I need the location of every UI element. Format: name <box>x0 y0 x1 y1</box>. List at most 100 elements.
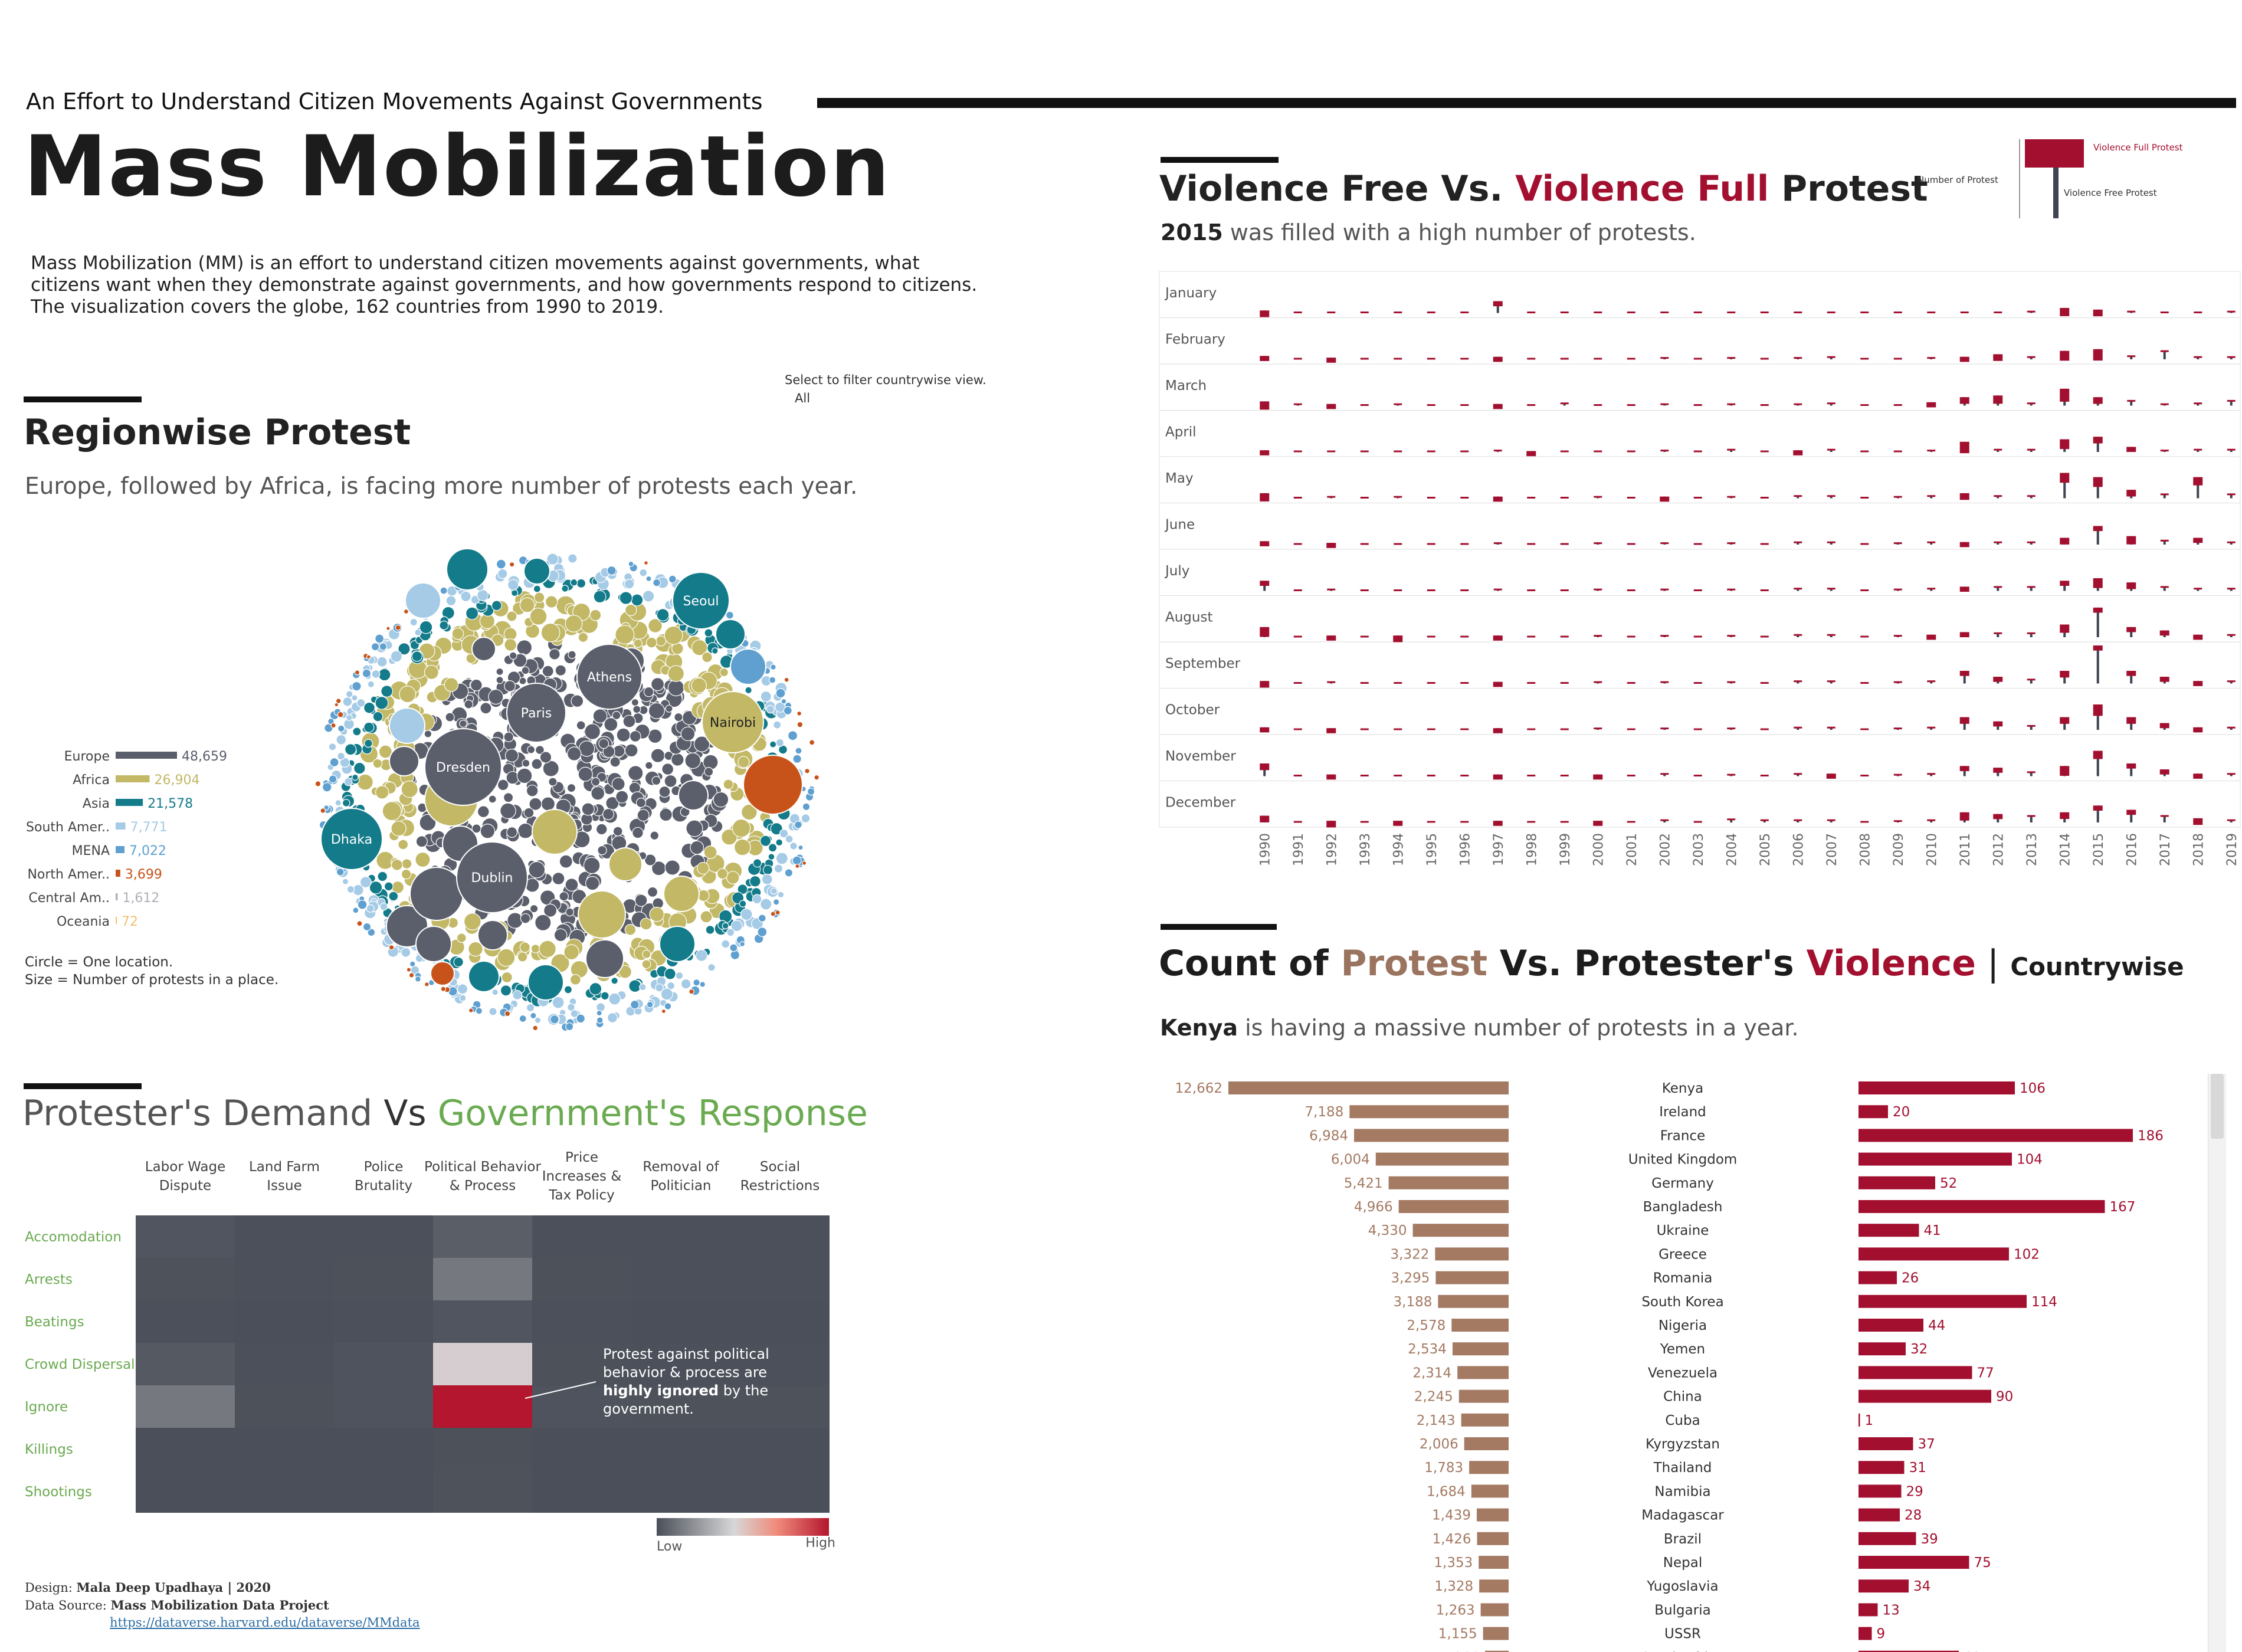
violence-full-mark <box>1594 588 1602 591</box>
bubble-circle <box>671 753 684 766</box>
heatmap-col-label: Social <box>760 1159 800 1175</box>
bubble-circle <box>667 665 684 682</box>
violence-full-mark <box>2060 624 2070 633</box>
bubble-circle <box>504 748 519 763</box>
bubble-circle <box>459 994 467 1002</box>
bubble-circle <box>563 944 579 961</box>
bubble-circle <box>542 665 554 677</box>
bubble-circle <box>330 722 336 729</box>
violence-full-mark <box>1460 728 1469 730</box>
country-filter[interactable]: All <box>795 391 811 405</box>
violence-full-mark <box>1427 775 1435 776</box>
bubble-circle <box>667 679 685 697</box>
bubble-circle <box>415 851 431 868</box>
bubble-circle <box>672 572 730 630</box>
credits-url-link[interactable]: https://dataverse.harvard.edu/dataverse/… <box>110 1615 420 1630</box>
bubble-circle <box>391 859 403 871</box>
protest-value: 4,330 <box>1368 1223 1407 1238</box>
violence-bar <box>1858 1294 2027 1308</box>
violence-bar <box>1858 1271 1897 1284</box>
bubble-circle <box>533 592 545 604</box>
violence-small-multiples: January February March April May June July Augu… <box>1159 271 2241 866</box>
bubble-circle <box>516 640 533 655</box>
violence-full-mark <box>1326 774 1336 780</box>
heatmap-col-label: Dispute <box>159 1178 211 1194</box>
violence-full-mark <box>2227 493 2236 496</box>
bubble-circle <box>503 792 514 803</box>
violence-full-mark <box>1493 301 1503 307</box>
violence-free-stem <box>2230 820 2233 822</box>
violence-full-mark <box>1627 404 1635 406</box>
violence-value: 106 <box>2020 1081 2046 1096</box>
violence-full-mark <box>2227 448 2236 451</box>
region-label: Africa <box>73 773 110 788</box>
violence-full-mark <box>1427 635 1435 638</box>
violence-full-mark <box>1427 358 1435 360</box>
violence-full-mark <box>1293 543 1302 545</box>
bubble-circle <box>366 654 371 660</box>
violence-full-mark <box>1493 496 1503 502</box>
violence-full-mark <box>1360 312 1369 313</box>
region-value: 21,578 <box>148 796 193 811</box>
violence-full-mark <box>1893 358 1902 360</box>
protest-value: 3,188 <box>1394 1294 1433 1310</box>
bubble-circle <box>648 618 663 633</box>
violence-free-stem <box>1997 542 2000 545</box>
violence-full-mark <box>1560 450 1569 453</box>
violence-full-mark <box>2160 450 2169 452</box>
filter-label: Select to filter countrywise view. <box>785 373 986 387</box>
violence-full-mark <box>1893 820 1902 822</box>
protest-value: 1,439 <box>1432 1508 1471 1523</box>
violence-full-mark <box>1260 450 1270 455</box>
bubble-circle <box>702 691 764 753</box>
heatmap-cell <box>532 1215 631 1258</box>
bubble-circle <box>496 667 504 676</box>
bubble-circle <box>565 615 583 632</box>
countrywise-scrollbar[interactable] <box>2208 1074 2226 1652</box>
bubble-circle <box>504 638 517 651</box>
violence-full-mark <box>1560 312 1569 313</box>
violence-free-stem <box>1830 588 1833 591</box>
bubble-circle <box>639 568 648 577</box>
bubble-circle <box>702 651 713 663</box>
violence-full-mark <box>2093 645 2103 651</box>
protest-bar <box>1354 1129 1509 1142</box>
violence-free-stem <box>2230 727 2233 730</box>
violence-bar <box>1858 1508 1900 1522</box>
violence-full-mark <box>1926 634 1936 640</box>
heatmap-row-label: Killings <box>25 1442 73 1457</box>
demand-rule <box>24 1083 142 1089</box>
country-label: Ukraine <box>1657 1223 1709 1238</box>
bubble-circle <box>792 856 802 866</box>
bubble-circle <box>546 553 559 565</box>
bubble-circle <box>453 956 464 968</box>
regionwise-rule <box>24 396 142 402</box>
bubble-circle <box>555 664 566 676</box>
bubble-circle <box>745 686 752 694</box>
violence-full-mark <box>1326 358 1336 363</box>
violence-full-mark <box>1660 542 1669 545</box>
violence-full-mark <box>2193 537 2203 543</box>
bubble-circle <box>723 779 734 790</box>
bubble-circle <box>770 887 778 894</box>
violence-full-mark <box>1760 404 1769 406</box>
violence-year-tick: 1993 <box>1358 833 1373 866</box>
violence-full-mark <box>1627 775 1635 776</box>
violence-title-c: Protest <box>1769 168 1928 209</box>
heatmap-row-label: Ignore <box>25 1399 68 1415</box>
violence-full-mark <box>1893 450 1902 453</box>
protest-bar <box>1477 1508 1509 1522</box>
violence-value: 167 <box>2110 1199 2136 1215</box>
intro-line-1: Mass Mobilization (MM) is an effort to u… <box>31 253 920 274</box>
bubble-circle <box>668 575 677 584</box>
violence-full-mark <box>2060 766 2070 776</box>
countrywise-scrollbar-thumb[interactable] <box>2211 1074 2224 1139</box>
violence-full-mark <box>2193 727 2203 733</box>
heatmap-cell <box>136 1300 235 1343</box>
bubble-circle <box>596 1017 604 1024</box>
country-label: Romania <box>1653 1271 1713 1286</box>
bubble-circle <box>795 747 802 755</box>
violence-full-mark <box>2093 607 2103 613</box>
bubble-circle <box>553 928 568 942</box>
violence-full-mark <box>2127 399 2136 402</box>
